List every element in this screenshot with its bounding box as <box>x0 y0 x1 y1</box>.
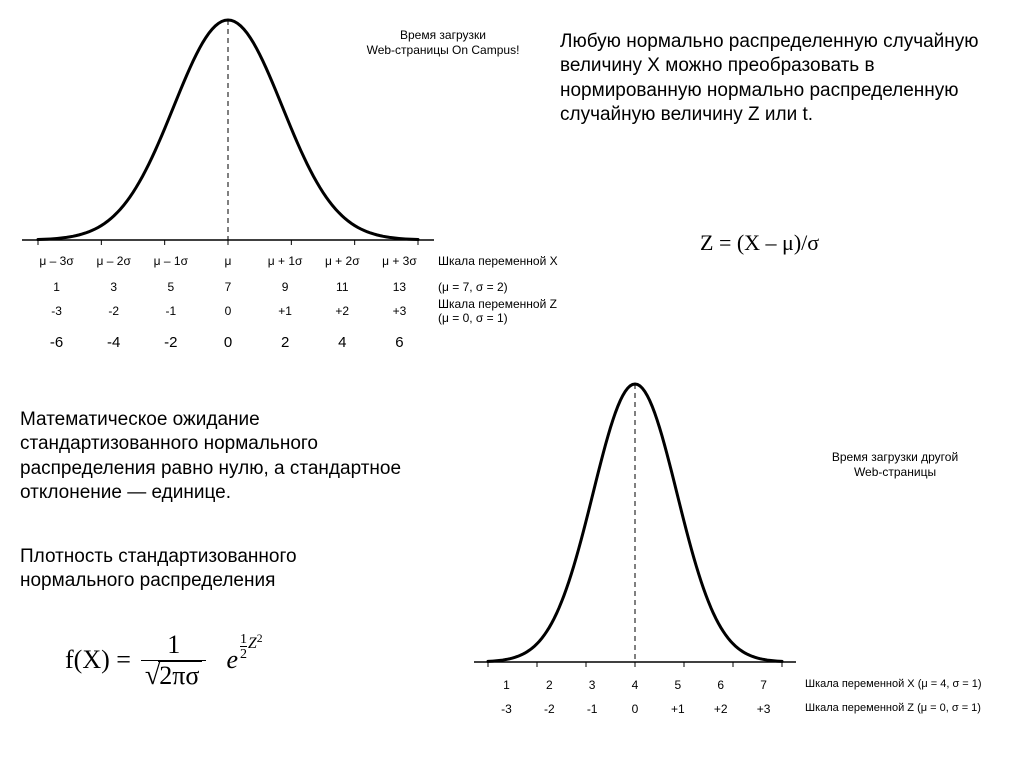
tick-label: 1 <box>28 280 85 294</box>
tick-label: +1 <box>257 304 314 318</box>
tick-label: 11 <box>314 280 371 294</box>
fx-lhs: f(X) = <box>65 645 131 675</box>
tick-label: 4 <box>614 678 657 692</box>
paragraph-1: Любую нормально распределенную случайную… <box>560 30 990 127</box>
fx-frac-num: 1 <box>163 630 184 660</box>
chart1: Время загрузки Web-страницы On Campus! μ… <box>18 8 538 248</box>
tick-label: 2 <box>257 334 314 351</box>
tick-label: -2 <box>85 304 142 318</box>
tick-label: 0 <box>199 334 256 351</box>
fx-exp-tail: Z <box>248 635 257 652</box>
tick-label: -2 <box>142 334 199 351</box>
chart2-row-z-label: Шкала переменной Z (μ = 0, σ = 1) <box>805 702 981 714</box>
tick-label: -1 <box>571 702 614 716</box>
paragraph-3: Плотность стандартизованного нормального… <box>20 545 400 594</box>
fx-e: e <box>226 645 238 675</box>
tick-label: 6 <box>699 678 742 692</box>
tick-label: +3 <box>742 702 785 716</box>
tick-label: 0 <box>614 702 657 716</box>
chart2-row-x-label: Шкала переменной X (μ = 4, σ = 1) <box>805 678 982 690</box>
tick-label: -3 <box>485 702 528 716</box>
chart1-title: Время загрузки Web-страницы On Campus! <box>358 28 528 58</box>
tick-label: +1 <box>656 702 699 716</box>
chart2-svg <box>470 370 800 670</box>
tick-label: 5 <box>656 678 699 692</box>
formula-z: Z = (X – μ)/σ <box>700 230 819 256</box>
tick-label: μ + 2σ <box>314 254 371 268</box>
chart2-row-x: 1234567 <box>485 678 785 692</box>
tick-label: 3 <box>571 678 614 692</box>
chart1-row-z-l2: (μ = 0, σ = 1) <box>438 311 508 325</box>
tick-label: μ <box>199 254 256 268</box>
tick-label: -6 <box>28 334 85 351</box>
tick-label: +2 <box>314 304 371 318</box>
tick-label: 1 <box>485 678 528 692</box>
formula-fx: f(X) = 1 √ 2πσ e 1 2 Z2 <box>65 630 263 691</box>
chart2-row-z: -3-2-10+1+2+3 <box>485 702 785 716</box>
fx-exponent: 1 2 Z2 <box>240 632 263 661</box>
tick-label: 13 <box>371 280 428 294</box>
chart2-title: Время загрузки другой Web-страницы <box>810 450 980 480</box>
tick-label: -1 <box>142 304 199 318</box>
tick-label: 2 <box>528 678 571 692</box>
chart1-row-z: -3-2-10+1+2+3 <box>28 304 428 318</box>
chart1-row-sigma: μ – 3σμ – 2σμ – 1σμμ + 1σμ + 2σμ + 3σ <box>28 254 428 268</box>
chart2-title-l1: Время загрузки другой <box>832 450 958 464</box>
tick-label: μ – 3σ <box>28 254 85 268</box>
tick-label: -2 <box>528 702 571 716</box>
tick-label: 4 <box>314 334 371 351</box>
chart1-row-z-label: Шкала переменной Z (μ = 0, σ = 1) <box>438 298 557 326</box>
chart2: Время загрузки другой Web-страницы 12345… <box>470 370 1024 670</box>
tick-label: 0 <box>199 304 256 318</box>
fx-exp-den: 2 <box>240 646 247 661</box>
tick-label: -3 <box>28 304 85 318</box>
tick-label: 7 <box>199 280 256 294</box>
tick-label: 3 <box>85 280 142 294</box>
tick-label: μ + 3σ <box>371 254 428 268</box>
fx-frac-den: √ 2πσ <box>141 661 207 691</box>
chart1-title-l2: Web-страницы On Campus! <box>367 43 520 57</box>
tick-label: μ – 2σ <box>85 254 142 268</box>
chart1-row-x: 135791113 <box>28 280 428 294</box>
paragraph-2: Математическое ожидание стандартизованно… <box>20 408 420 505</box>
chart1-row-sigma-label: Шкала переменной X <box>438 254 558 268</box>
tick-label: μ + 1σ <box>257 254 314 268</box>
tick-label: +2 <box>699 702 742 716</box>
chart1-row-extra: -6-4-20246 <box>28 334 428 351</box>
chart1-row-x-label: (μ = 7, σ = 2) <box>438 280 508 294</box>
tick-label: +3 <box>371 304 428 318</box>
tick-label: -4 <box>85 334 142 351</box>
fx-sqrt-arg: 2πσ <box>158 661 202 689</box>
fx-exp-sq: 2 <box>257 632 263 645</box>
chart1-row-z-l1: Шкала переменной Z <box>438 297 557 311</box>
fx-exp-num: 1 <box>240 632 247 646</box>
tick-label: 6 <box>371 334 428 351</box>
tick-label: 5 <box>142 280 199 294</box>
chart1-title-l1: Время загрузки <box>400 28 486 42</box>
tick-label: 9 <box>257 280 314 294</box>
chart2-title-l2: Web-страницы <box>854 465 936 479</box>
tick-label: 7 <box>742 678 785 692</box>
tick-label: μ – 1σ <box>142 254 199 268</box>
fx-fraction: 1 √ 2πσ <box>141 630 207 691</box>
